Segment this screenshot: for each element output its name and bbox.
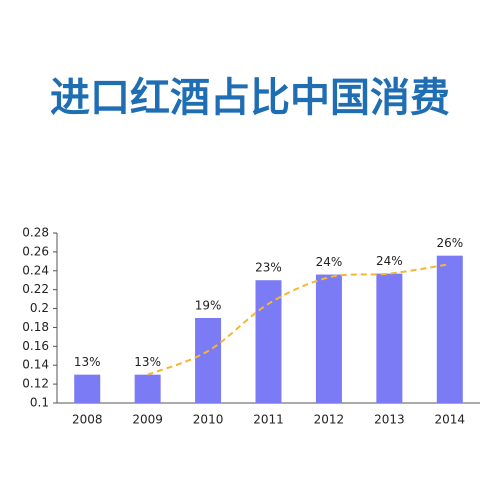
y-tick-label: 0.18 (22, 320, 49, 334)
bar (74, 374, 101, 403)
x-tick-label: 2012 (314, 413, 345, 427)
bar (436, 255, 463, 403)
x-tick-label: 2010 (193, 413, 224, 427)
x-tick-label: 2011 (253, 413, 284, 427)
x-tick-label: 2013 (374, 413, 405, 427)
x-tick-label: 2008 (72, 413, 103, 427)
bar (315, 274, 342, 403)
x-tick-label: 2009 (132, 413, 163, 427)
y-tick-label: 0.16 (22, 339, 49, 353)
x-tick-label: 2014 (435, 413, 466, 427)
value-label: 24% (316, 255, 343, 269)
y-tick-label: 0.22 (22, 282, 49, 296)
value-label: 13% (74, 355, 101, 369)
y-tick-label: 0.26 (22, 244, 49, 258)
bar (134, 374, 161, 403)
bar (255, 280, 282, 403)
bar (376, 273, 403, 403)
value-label: 19% (195, 299, 222, 313)
y-tick-label: 0.2 (30, 301, 49, 315)
y-tick-label: 0.1 (30, 396, 49, 410)
bar (195, 318, 222, 403)
y-tick-label: 0.28 (22, 226, 49, 240)
y-tick-label: 0.12 (22, 377, 49, 391)
value-label: 26% (436, 236, 463, 250)
value-label: 24% (376, 254, 403, 268)
value-label: 13% (134, 355, 161, 369)
y-tick-label: 0.14 (22, 358, 49, 372)
chart-title: 进口红酒占比中国消费 (50, 75, 450, 121)
trend-line (147, 263, 450, 376)
value-label: 23% (255, 261, 282, 275)
y-tick-label: 0.24 (22, 263, 49, 277)
